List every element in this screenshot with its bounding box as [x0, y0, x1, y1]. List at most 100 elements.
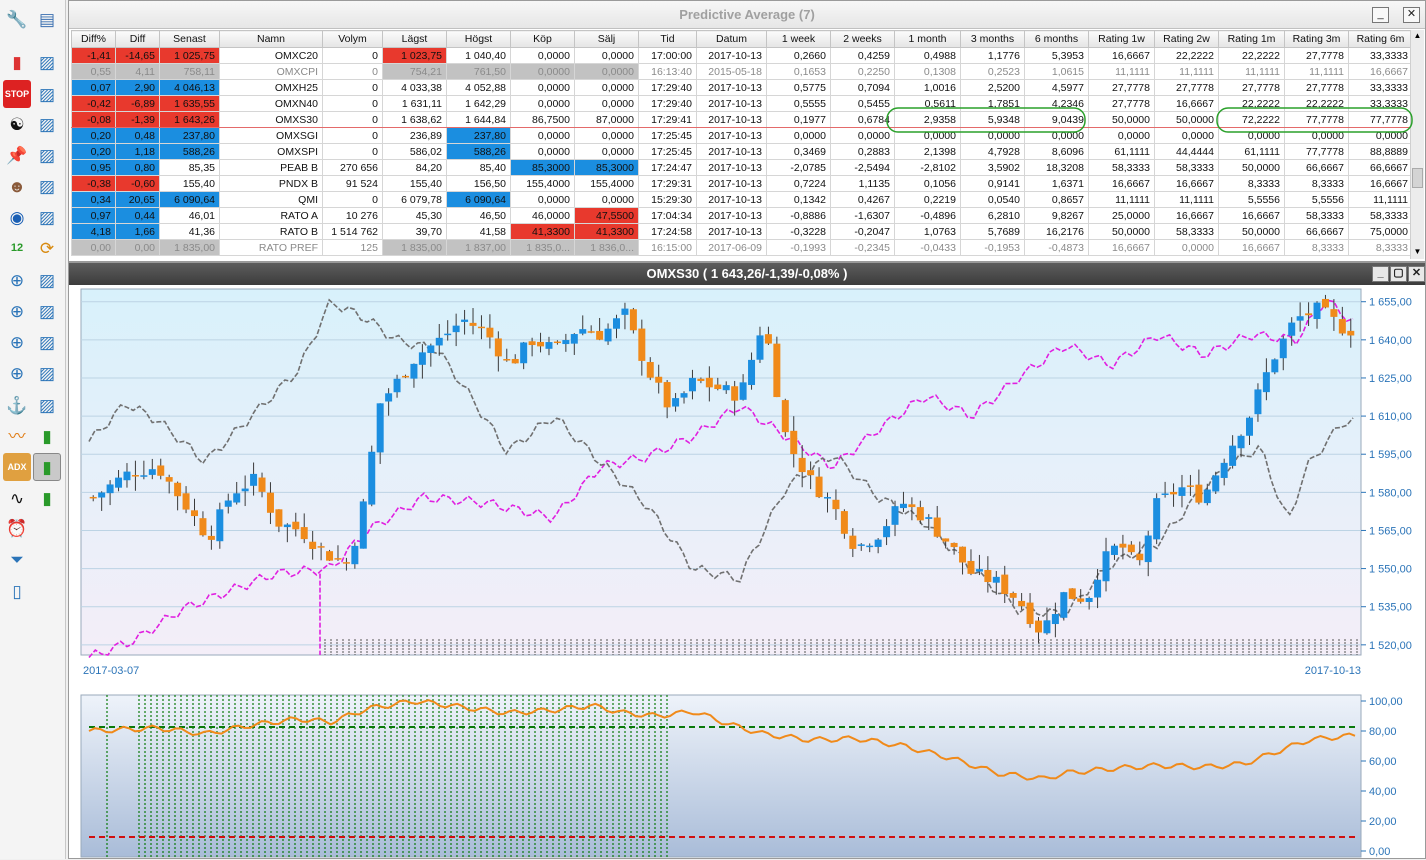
compass2-icon[interactable]: ⊕: [9, 301, 25, 321]
table-row[interactable]: 0,20 1,18 588,26 OMXSPI 0 586,02 588,26 0,0000 0…: [71, 143, 1413, 160]
candle-body: [537, 341, 545, 347]
chart-v3-icon[interactable]: ▨: [38, 114, 56, 134]
candle-body: [266, 492, 274, 513]
column-header[interactable]: Datum: [696, 30, 767, 48]
candle-body: [984, 569, 992, 583]
calendar-icon[interactable]: 12: [10, 241, 24, 254]
adx-icon[interactable]: ADX: [3, 453, 31, 481]
column-header[interactable]: Rating 2w: [1154, 30, 1219, 48]
price-axis-label: 1 535,00: [1369, 602, 1412, 614]
candle-body: [410, 363, 418, 379]
candle-body: [250, 473, 258, 486]
candle-body: [1246, 417, 1253, 436]
column-header[interactable]: Köp: [510, 30, 575, 48]
table-cell: -0,8886: [766, 207, 831, 224]
table-cell: 1 631,11: [382, 95, 447, 112]
document-list-icon[interactable]: ▤: [38, 9, 56, 29]
table-cell: -0,1953: [960, 239, 1025, 256]
table-row[interactable]: 0,95 0,80 85,35 PEAB B 270 656 84,20 85,40 85,3…: [71, 159, 1413, 176]
table-cell: 0,0000: [574, 79, 639, 96]
table-cell: 0,0000: [574, 127, 639, 144]
candle-body: [1127, 544, 1135, 553]
table-row[interactable]: 0,34 20,65 6 090,64 QMI 0 6 079,78 6 090,64 0,0…: [71, 191, 1413, 208]
scroll-thumb[interactable]: [1412, 168, 1423, 188]
chart-1-icon[interactable]: ▨: [38, 145, 56, 165]
table-row[interactable]: -0,08 -1,39 1 643,26 OMXS30 0 1 638,62 1 644,8…: [71, 111, 1413, 128]
scroll-down-icon[interactable]: ▼: [1413, 247, 1422, 256]
candle-body: [1035, 620, 1042, 633]
candle-body: [891, 506, 899, 525]
column-header[interactable]: Diff: [115, 30, 160, 48]
table-row[interactable]: 0,97 0,44 46,01 RATO A 10 276 45,30 46,50 46,00…: [71, 207, 1413, 224]
table-cell: 0,7224: [766, 175, 831, 192]
pin-icon[interactable]: 📌: [6, 145, 28, 165]
column-header[interactable]: 2 weeks: [830, 30, 895, 48]
chart-6-icon[interactable]: ▨: [38, 332, 56, 352]
chart-close-button[interactable]: ✕: [1408, 266, 1425, 282]
column-header[interactable]: Tid: [638, 30, 697, 48]
candle-body: [883, 526, 891, 538]
table-cell: 84,20: [382, 159, 447, 176]
chart-3-icon[interactable]: ▨: [38, 207, 56, 227]
chart-2-icon[interactable]: ▨: [38, 176, 56, 196]
chart-4-icon[interactable]: ▨: [38, 270, 56, 290]
candle-body: [1338, 319, 1346, 334]
bar-chart-icon[interactable]: ▮: [12, 52, 22, 72]
compass3-icon[interactable]: ⊕: [9, 332, 25, 352]
column-header[interactable]: Rating 3m: [1284, 30, 1349, 48]
candle-body: [275, 509, 283, 527]
table-cell: 6 090,64: [446, 191, 511, 208]
bars-icon[interactable]: ▮: [42, 426, 52, 446]
minimize-button[interactable]: _: [1372, 7, 1389, 23]
chart-v-icon[interactable]: ▨: [38, 52, 56, 72]
table-scrollbar[interactable]: ▲ ▼: [1410, 30, 1424, 259]
table-cell: 8,3333: [1284, 239, 1349, 256]
chart-minimize-button[interactable]: _: [1372, 266, 1389, 282]
trend-icon[interactable]: 〰: [8, 426, 26, 446]
table-cell: 11,1111: [1154, 191, 1219, 208]
wave-icon[interactable]: ∿: [9, 488, 25, 508]
chart-maximize-button[interactable]: ▢: [1390, 266, 1407, 282]
table-cell: 4 052,88: [446, 79, 511, 96]
gray-series: [88, 298, 1354, 620]
column-header[interactable]: Volym: [322, 30, 383, 48]
column-header[interactable]: Senast: [159, 30, 220, 48]
wrench-icon[interactable]: 🔧: [6, 9, 28, 29]
candle-body: [722, 385, 730, 391]
stop-icon[interactable]: STOP: [3, 80, 31, 108]
table-cell: 2017-10-13: [696, 111, 767, 128]
chart-7-icon[interactable]: ▨: [38, 363, 56, 383]
compass-icon[interactable]: ⊕: [9, 270, 25, 290]
chart-5-icon[interactable]: ▨: [38, 301, 56, 321]
person-icon[interactable]: ☻: [8, 176, 26, 196]
candle-body: [511, 358, 519, 364]
table-row[interactable]: 0,00 0,00 1 835,00 RATO PREF 125 1 835,00 1 83…: [71, 239, 1413, 256]
price-chart[interactable]: 1 655,00 1 640,00 1 625,00 1 610,00 1 595,00…: [69, 285, 1425, 860]
osc-axis-label: 40,00: [1369, 786, 1397, 798]
bars2-icon[interactable]: ▮: [42, 488, 52, 508]
table-row[interactable]: -0,42 -6,89 1 635,55 OMXN40 0 1 631,11 1 642,2…: [71, 95, 1413, 112]
filter-icon[interactable]: ⏷: [10, 549, 24, 569]
refresh-icon[interactable]: ⟳: [39, 238, 55, 258]
column-header[interactable]: Rating 1w: [1088, 30, 1155, 48]
bars-active-icon[interactable]: ▮: [33, 453, 61, 481]
chart-8-icon[interactable]: ▨: [38, 395, 56, 415]
candle-body: [520, 342, 528, 364]
scroll-up-icon[interactable]: ▲: [1413, 31, 1422, 40]
page-icon[interactable]: ▯: [12, 581, 22, 601]
compass4-icon[interactable]: ⊕: [9, 363, 25, 383]
column-header[interactable]: 1 month: [894, 30, 961, 48]
spiral-icon[interactable]: ◉: [9, 207, 25, 227]
anchor-icon[interactable]: ⚓: [6, 395, 28, 415]
alarm-icon[interactable]: ⏰: [6, 518, 28, 538]
close-button[interactable]: ✕: [1403, 7, 1420, 23]
table-cell: 2015-05-18: [696, 63, 767, 80]
yin-yang-icon[interactable]: ☯: [9, 114, 25, 134]
chart-v2-icon[interactable]: ▨: [38, 84, 56, 104]
candle-body: [899, 503, 907, 509]
column-header[interactable]: 6 months: [1024, 30, 1089, 48]
candle-body: [292, 521, 300, 530]
column-header[interactable]: Rating 1m: [1218, 30, 1285, 48]
table-cell: 156,50: [446, 175, 511, 192]
column-header[interactable]: Namn: [219, 30, 323, 48]
